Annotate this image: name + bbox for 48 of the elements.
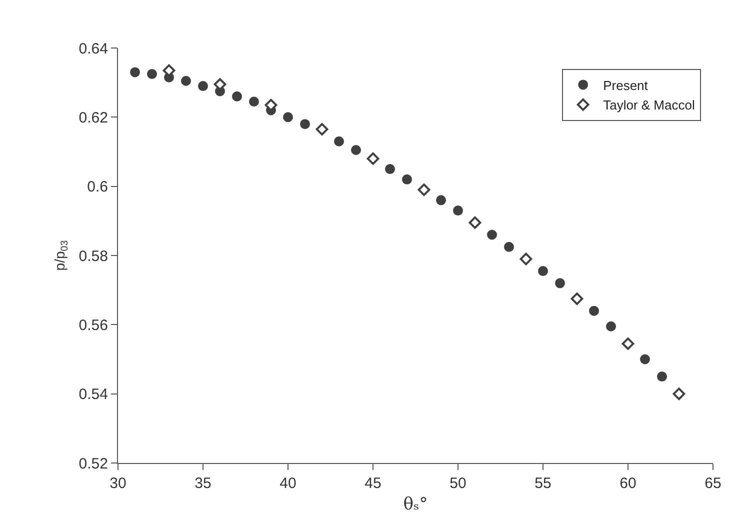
point bbox=[657, 372, 667, 382]
x-tick-label: 60 bbox=[620, 475, 636, 492]
x-axis-title: θₛ° bbox=[403, 494, 428, 514]
point bbox=[300, 119, 310, 130]
x-tick-label: 50 bbox=[450, 475, 466, 492]
point bbox=[232, 91, 242, 102]
point bbox=[520, 252, 532, 266]
y-tick-label: 0.54 bbox=[78, 386, 108, 404]
point bbox=[418, 184, 430, 196]
point bbox=[249, 96, 259, 107]
y-tick-label: 0.58 bbox=[78, 248, 108, 265]
point bbox=[453, 206, 463, 216]
point bbox=[147, 68, 157, 79]
point bbox=[334, 136, 344, 146]
point bbox=[504, 242, 514, 252]
legend-label: Present bbox=[603, 78, 648, 93]
x-tick-label: 45 bbox=[364, 475, 382, 492]
y-tick-label: 0.6 bbox=[87, 178, 108, 196]
point bbox=[436, 195, 446, 206]
point bbox=[366, 152, 380, 165]
x-tick-label: 30 bbox=[110, 475, 126, 492]
point bbox=[538, 266, 548, 276]
point bbox=[606, 321, 616, 332]
x-tick-label: 40 bbox=[280, 475, 296, 492]
legend-label: Taylor & Maccol bbox=[603, 98, 695, 113]
point bbox=[402, 174, 412, 184]
y-tick-label: 0.64 bbox=[78, 40, 108, 58]
point bbox=[130, 67, 140, 78]
y-tick-label: 0.52 bbox=[78, 455, 108, 472]
y-tick-label: 0.56 bbox=[78, 316, 108, 334]
y-tick-label: 0.62 bbox=[78, 109, 108, 126]
point bbox=[555, 278, 565, 288]
point bbox=[351, 145, 361, 156]
x-tick-label: 35 bbox=[194, 475, 212, 492]
point bbox=[589, 306, 599, 316]
point bbox=[316, 123, 328, 136]
point bbox=[672, 388, 686, 400]
point bbox=[198, 81, 208, 92]
point bbox=[570, 292, 584, 305]
point bbox=[622, 337, 634, 350]
point bbox=[283, 112, 293, 122]
point bbox=[640, 354, 650, 364]
point bbox=[181, 76, 191, 86]
point bbox=[468, 216, 482, 229]
point bbox=[385, 164, 395, 174]
point bbox=[487, 230, 497, 240]
x-tick-label: 55 bbox=[534, 475, 552, 492]
x-tick-label: 65 bbox=[704, 475, 722, 492]
